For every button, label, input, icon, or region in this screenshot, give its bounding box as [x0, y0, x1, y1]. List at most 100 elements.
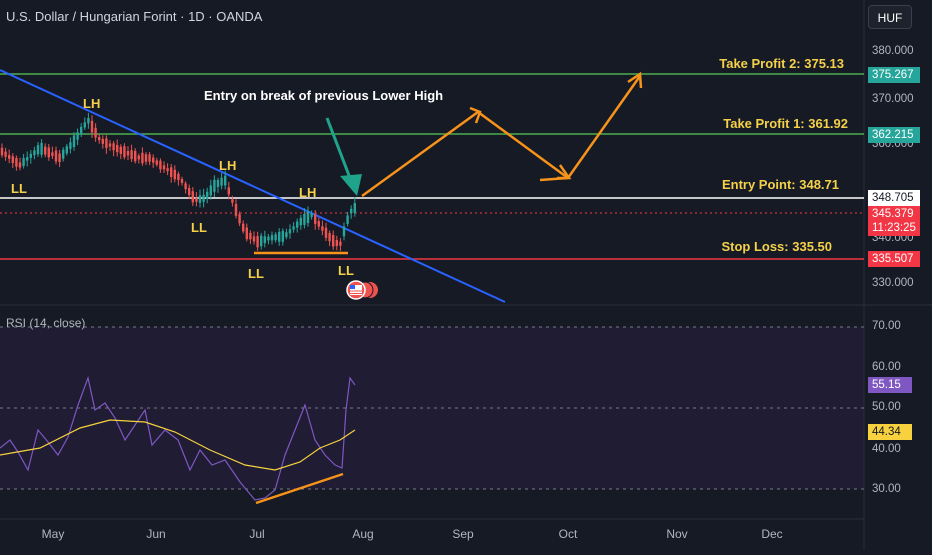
time-tick: Sep	[452, 527, 474, 541]
candle-body	[18, 162, 22, 168]
candle-body	[112, 143, 115, 151]
rsi-indicator-label[interactable]: RSI (14, close)	[6, 316, 86, 330]
economic-event-icon[interactable]	[346, 280, 378, 300]
candle-body	[76, 132, 79, 140]
swing-label-lh-1: LH	[83, 96, 101, 111]
projection-arrowhead-3	[627, 71, 643, 89]
candle-body	[11, 156, 14, 163]
candle-body	[188, 188, 191, 195]
candle-body	[177, 173, 180, 181]
candle-body	[249, 232, 252, 240]
candle-body	[26, 157, 29, 161]
candle-body	[162, 165, 166, 170]
price-tick: 380.000	[872, 45, 914, 57]
projection-leg-3[interactable]	[566, 75, 642, 179]
candle-body	[252, 236, 256, 242]
time-tick: May	[41, 527, 65, 541]
sl-price-badge: 335.507	[868, 251, 920, 267]
currency-button[interactable]: HUF	[868, 5, 912, 29]
rsi-tick: 70.00	[872, 320, 901, 332]
tp2-price-badge: 375.267	[868, 67, 920, 83]
rsi-value-badge: 55.15	[868, 377, 912, 393]
candle-body	[44, 146, 47, 155]
candle-body	[227, 187, 230, 195]
candle-body	[123, 146, 126, 158]
rsi-line	[0, 375, 356, 501]
price-tick: 330.000	[872, 277, 914, 289]
candle-body	[173, 169, 176, 180]
swing-label-lh-2: LH	[219, 158, 237, 173]
candle-body	[285, 232, 288, 238]
symbol-title[interactable]: U.S. Dollar / Hungarian Forint · 1D · OA…	[6, 9, 263, 24]
candle-body	[184, 183, 187, 190]
swing-label-ll-1: LL	[11, 181, 27, 196]
candle-body	[198, 195, 202, 203]
candle-body	[33, 150, 36, 156]
candle-body	[281, 230, 284, 242]
candle-body	[72, 135, 76, 147]
candle-body	[98, 137, 101, 141]
rsi-ma-value-badge: 44.34	[868, 424, 912, 440]
projection-leg-2[interactable]	[477, 110, 569, 180]
candle-body	[317, 221, 320, 227]
candle-body	[141, 152, 144, 164]
candle-body	[339, 241, 342, 246]
candle-body	[299, 217, 302, 226]
current-price-value: 345.379	[872, 208, 914, 220]
candle-body	[209, 185, 212, 196]
candle-body	[335, 239, 338, 247]
trendline[interactable]	[0, 69, 506, 303]
candle-body	[324, 227, 328, 238]
candle-body	[47, 147, 50, 158]
rsi-band	[0, 327, 864, 489]
time-tick: Aug	[352, 527, 374, 541]
candle-body	[310, 213, 313, 218]
candle-body	[342, 226, 346, 237]
candle-body	[105, 138, 108, 149]
candle-body	[242, 223, 245, 232]
entry-point-label: Entry Point: 348.71	[721, 177, 839, 192]
candle-body	[15, 157, 18, 167]
candle-body	[220, 177, 223, 186]
candle-body	[137, 155, 140, 160]
entry-price-badge: 348.705	[868, 190, 920, 206]
time-tick: Jul	[249, 527, 265, 541]
rsi-tick: 40.00	[872, 443, 901, 455]
time-tick: Oct	[558, 527, 578, 541]
candle-body	[170, 167, 173, 177]
rsi-divergence-line[interactable]	[255, 472, 344, 505]
swing-label-lh-3: LH	[299, 185, 317, 200]
candle-body	[4, 151, 7, 157]
current-price-badge: 345.379 11:23:25	[868, 206, 920, 236]
candle-body	[216, 180, 220, 187]
rsi-tick: 60.00	[872, 361, 901, 373]
candle-body	[152, 157, 155, 163]
candle-body	[306, 211, 310, 224]
candle-body	[288, 229, 292, 234]
candle-body	[234, 203, 238, 216]
candle-body	[144, 154, 148, 162]
time-tick: Dec	[761, 527, 783, 541]
candle-body	[83, 122, 86, 128]
candle-body	[353, 203, 356, 213]
candle-body	[69, 142, 72, 149]
projection-leg-1[interactable]	[361, 110, 479, 198]
candle-body	[65, 146, 68, 154]
candle-body	[314, 214, 317, 224]
swing-label-ll-3: LL	[248, 266, 264, 281]
candle-body	[40, 142, 43, 155]
candle-body	[195, 197, 198, 202]
note-arrow-head	[340, 174, 362, 196]
candle-body	[238, 214, 241, 224]
candle-body	[256, 236, 259, 248]
candle-body	[87, 117, 90, 124]
candle-body	[296, 221, 299, 228]
candle-body	[134, 150, 137, 162]
candle-body	[90, 120, 94, 133]
candle-body	[54, 150, 58, 162]
candle-body	[346, 215, 349, 224]
candle-body	[155, 160, 158, 165]
candle-body	[101, 138, 104, 144]
